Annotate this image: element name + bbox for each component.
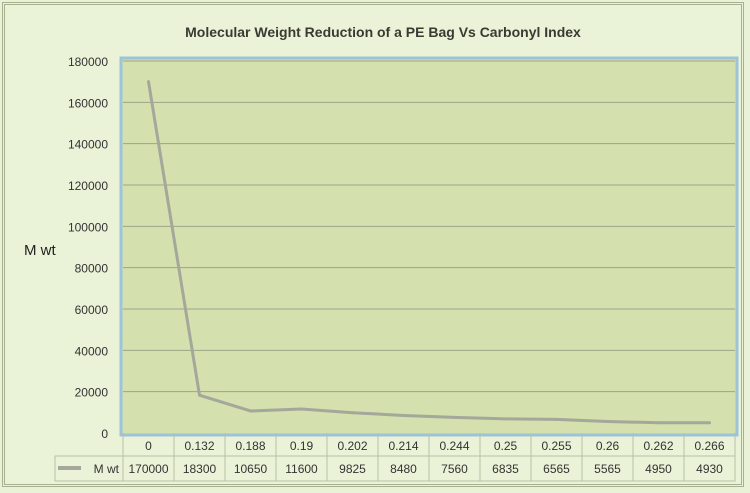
x-tick-label: 0.188 [235,439,265,453]
data-table-value: 8480 [390,462,417,476]
data-table-value: 6835 [492,462,519,476]
y-tick-label: 100000 [68,220,108,234]
data-table-value: 10650 [234,462,268,476]
y-tick-label: 0 [101,427,108,441]
data-point [453,415,456,419]
x-tick-label: 0.244 [439,439,469,453]
y-axis-label: M wt [24,242,56,259]
x-tick-label: 0.214 [388,439,418,453]
data-point [504,417,507,421]
x-tick-label: 0.132 [184,439,214,453]
data-point [555,417,558,421]
y-tick-label: 140000 [68,138,108,152]
y-tick-label: 160000 [68,96,108,110]
y-tick-label: 60000 [75,303,109,317]
data-point [249,409,252,413]
x-tick-label: 0.202 [337,439,367,453]
data-table-value: 7560 [441,462,468,476]
data-point [708,421,711,425]
data-table-value: 5565 [594,462,621,476]
x-tick-label: 0.19 [290,439,314,453]
chart-title: Molecular Weight Reduction of a PE Bag V… [185,24,581,40]
x-tick-label: 0.266 [694,439,724,453]
legend-label: M wt [94,462,120,476]
data-point [657,421,660,425]
plot-area [119,56,739,437]
x-tick-label: 0.255 [541,439,571,453]
y-tick-label: 80000 [75,262,109,276]
x-tick-label: 0.26 [596,439,620,453]
data-table-value: 170000 [128,462,168,476]
x-tick-label: 0 [145,439,152,453]
data-table-value: 6565 [543,462,570,476]
data-table-value: 4950 [645,462,672,476]
data-point [198,393,201,397]
data-point [606,419,609,423]
data-point [402,413,405,417]
data-table-value: 18300 [183,462,217,476]
data-point [147,80,150,84]
data-table-value: 4930 [696,462,723,476]
y-tick-label: 40000 [75,344,109,358]
data-table-value: 9825 [339,462,366,476]
x-tick-label: 0.262 [643,439,673,453]
y-tick-label: 20000 [75,386,109,400]
x-tick-label: 0.25 [494,439,518,453]
y-tick-label: 120000 [68,179,108,193]
y-tick-label: 180000 [68,55,108,69]
data-table-value: 11600 [285,462,318,476]
data-point [351,411,354,415]
series-line-m-wt [147,81,710,425]
data-point [300,407,303,411]
